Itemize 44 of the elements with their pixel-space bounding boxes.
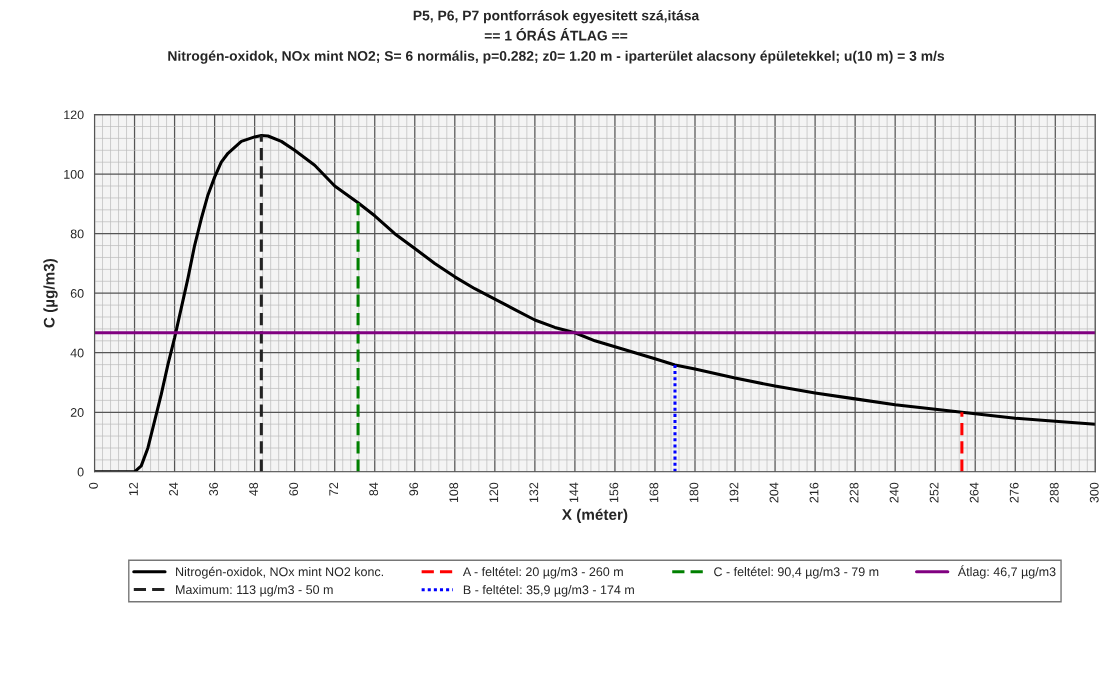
x-tick-label: 264 (969, 482, 979, 503)
y-tick-label: 20 (70, 408, 84, 417)
x-tick-label: 240 (889, 482, 899, 503)
x-tick-label: 96 (409, 482, 419, 496)
x-tick-label: 252 (929, 482, 939, 503)
x-tick-label: 72 (329, 482, 338, 496)
y-axis-title: C (µg/m3) (43, 258, 58, 328)
x-tick-label: 24 (169, 482, 178, 496)
legend-label: C - feltétel: 90,4 µg/m3 - 79 m (714, 566, 879, 579)
legend-label: Maximum: 113 µg/m3 - 50 m (176, 584, 333, 597)
x-tick-label: 0 (89, 482, 98, 489)
x-tick-label: 192 (729, 482, 739, 503)
legend-label: B - feltétel: 35,9 µg/m3 - 174 m (463, 584, 634, 597)
x-tick-label: 204 (769, 482, 779, 503)
x-tick-label: 168 (649, 482, 659, 503)
x-tick-label: 12 (129, 482, 138, 496)
chart-title: P5, P6, P7 pontforrások egyesitett szá,itása (413, 10, 700, 24)
x-tick-label: 120 (489, 482, 499, 503)
y-tick-label: 80 (70, 229, 84, 239)
x-tick-label: 288 (1049, 482, 1059, 503)
legend-label: A - feltétel: 20 µg/m3 - 260 m (462, 566, 623, 579)
y-tick-label: 40 (70, 348, 84, 358)
text: Nitrogén-oxidok, NOx mint NO2; S= 6 normális, p=0.282; z0= 1.20 m - iparterület alacsony épületekkel; u(10 m) = 3 m/s (168, 50, 945, 64)
x-tick-label: 228 (849, 482, 859, 503)
legend-label: Átlag: 46,7 µg/m3 (957, 565, 1056, 579)
y-tick-label: 120 (64, 110, 84, 120)
x-tick-label: 60 (289, 482, 299, 496)
x-tick-label: 300 (1089, 482, 1099, 503)
x-tick-label: 180 (689, 482, 699, 503)
x-tick-label: 276 (1009, 482, 1019, 503)
x-tick-label: 108 (449, 482, 459, 503)
y-tick-label: 60 (70, 288, 84, 298)
y-tick-label: 100 (64, 169, 84, 179)
x-tick-label: 132 (529, 482, 539, 503)
x-tick-label: 36 (209, 482, 218, 496)
x-axis-title: X (méter) (561, 508, 628, 523)
legend-label: Nitrogén-oxidok, NOx mint NO2 konc. (176, 566, 383, 579)
x-tick-label: 144 (569, 482, 579, 503)
x-tick-label: 156 (609, 482, 619, 503)
x-tick-label: 216 (809, 482, 819, 503)
x-tick-label: 48 (249, 482, 258, 496)
chart-subtitle: == 1 ÓRÁS ÁTLAG == (484, 28, 628, 41)
y-tick-label: 0 (77, 467, 84, 477)
x-tick-label: 84 (369, 482, 379, 496)
